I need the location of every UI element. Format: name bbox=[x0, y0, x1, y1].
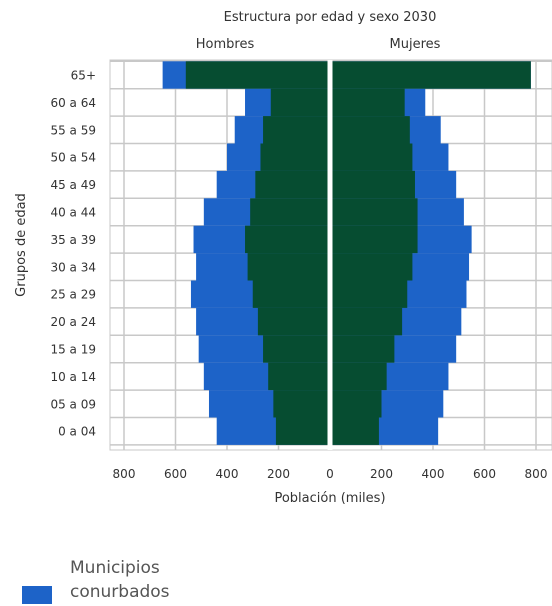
x-tick-labels: 800 600 400 200 0 200 400 600 800 bbox=[113, 467, 548, 481]
x-tick-label: 400 bbox=[422, 467, 445, 481]
bar-hombres-series-1 bbox=[275, 417, 330, 445]
x-axis-label: Población (miles) bbox=[274, 491, 385, 506]
bar-hombres-series-1 bbox=[273, 390, 330, 418]
legend-swatch-municipios bbox=[22, 586, 52, 604]
x-tick-label: 800 bbox=[113, 467, 136, 481]
bar-hombres-series-1 bbox=[252, 280, 330, 308]
bar-hombres-series-1 bbox=[263, 335, 330, 363]
chart-title: Estructura por edad y sexo 2030 bbox=[224, 10, 437, 25]
bar-mujeres-series-1 bbox=[330, 307, 403, 336]
y-tick-label: 30 a 34 bbox=[50, 260, 96, 274]
x-tick-label: 600 bbox=[473, 467, 496, 481]
bar-mujeres-series-1 bbox=[330, 225, 418, 254]
bar-hombres-series-1 bbox=[257, 307, 330, 336]
bar-mujeres-series-1 bbox=[330, 143, 413, 171]
mujeres-label: Mujeres bbox=[390, 37, 441, 52]
y-axis-label: Grupos de edad bbox=[14, 193, 29, 297]
y-tick-labels: 65+ 60 a 64 55 a 59 50 a 54 45 a 49 40 a 44 35… bbox=[50, 69, 96, 439]
y-tick-label: 35 a 39 bbox=[50, 233, 96, 247]
y-tick-label: 55 a 59 bbox=[50, 123, 96, 137]
bar-hombres-series-1 bbox=[255, 170, 330, 199]
bar-mujeres-series-1 bbox=[330, 198, 418, 226]
x-tick-label: 200 bbox=[370, 467, 393, 481]
y-tick-label: 60 a 64 bbox=[50, 96, 96, 110]
bar-hombres-series-1 bbox=[263, 116, 330, 144]
bar-hombres-series-1 bbox=[250, 198, 330, 226]
bar-hombres-series-1 bbox=[185, 61, 330, 89]
bar-mujeres-series-1 bbox=[330, 88, 405, 117]
bar-mujeres-series-1 bbox=[330, 61, 531, 89]
bar-mujeres-series-1 bbox=[330, 170, 415, 199]
y-tick-label: 05 a 09 bbox=[50, 397, 96, 411]
bar-mujeres-series-1 bbox=[330, 253, 413, 281]
legend-label-municipios: Municipios conurbados bbox=[70, 558, 170, 602]
bars bbox=[162, 61, 531, 445]
bar-hombres-series-1 bbox=[260, 143, 330, 171]
x-tick-label: 800 bbox=[525, 467, 548, 481]
y-tick-label: 50 a 54 bbox=[50, 151, 96, 165]
x-tick-label: 600 bbox=[164, 467, 187, 481]
y-tick-label: 25 a 29 bbox=[50, 288, 96, 302]
bar-hombres-series-1 bbox=[268, 362, 330, 391]
y-tick-label: 65+ bbox=[71, 69, 96, 83]
y-tick-label: 40 a 44 bbox=[50, 206, 96, 220]
x-tick-label: 200 bbox=[267, 467, 290, 481]
hombres-label: Hombres bbox=[196, 37, 255, 52]
legend: Municipios conurbados bbox=[22, 556, 220, 604]
y-tick-label: 45 a 49 bbox=[50, 178, 96, 192]
x-tick-label: 0 bbox=[326, 467, 334, 481]
y-tick-label: 20 a 24 bbox=[50, 315, 96, 329]
x-tick-label: 400 bbox=[216, 467, 239, 481]
bar-mujeres-series-1 bbox=[330, 390, 382, 418]
bar-hombres-series-1 bbox=[270, 88, 330, 117]
y-tick-label: 0 a 04 bbox=[58, 425, 96, 439]
bar-hombres-series-1 bbox=[245, 225, 330, 254]
bar-hombres-series-1 bbox=[247, 253, 330, 281]
bar-mujeres-series-1 bbox=[330, 417, 379, 445]
y-tick-label: 10 a 14 bbox=[50, 370, 96, 384]
bar-mujeres-series-1 bbox=[330, 116, 410, 144]
y-tick-label: 15 a 19 bbox=[50, 343, 96, 357]
bar-mujeres-series-1 bbox=[330, 280, 408, 308]
bar-mujeres-series-1 bbox=[330, 335, 395, 363]
bar-mujeres-series-1 bbox=[330, 362, 387, 391]
